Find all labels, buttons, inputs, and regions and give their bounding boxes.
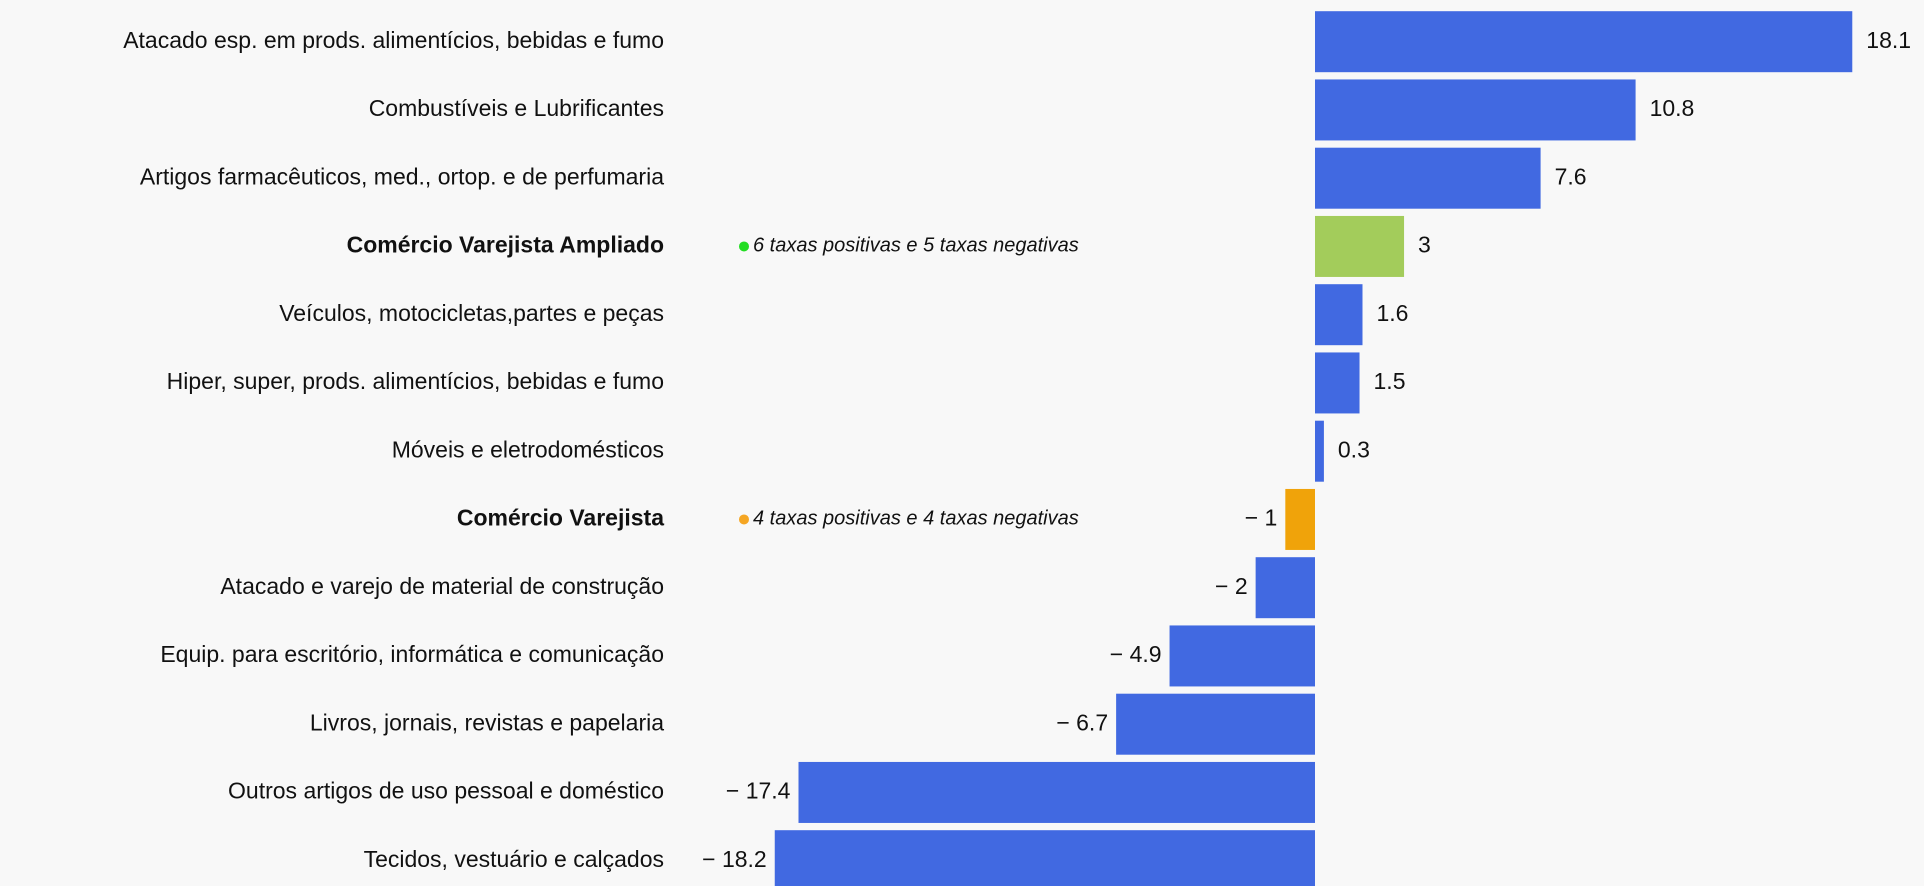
category-label: Artigos farmacêuticos, med., ortop. e de… (140, 163, 664, 189)
bar (798, 761, 1315, 823)
value-label: 3 (1418, 232, 1431, 258)
value-label: − 2 (1215, 573, 1248, 599)
value-label: 1.6 (1376, 300, 1408, 326)
bar (1315, 79, 1636, 141)
category-label: Tecidos, vestuário e calçados (364, 846, 664, 872)
note: 6 taxas positivas e 5 taxas negativas (753, 235, 1079, 257)
note: 4 taxas positivas e 4 taxas negativas (753, 508, 1079, 530)
value-label: − 6.7 (1056, 709, 1108, 735)
bar (1315, 420, 1324, 482)
category-label: Equip. para escritório, informática e co… (160, 641, 664, 667)
category-label: Combustíveis e Lubrificantes (369, 95, 664, 121)
category-label: Comércio Varejista (457, 505, 664, 531)
bar (1169, 625, 1315, 687)
bar (1315, 215, 1405, 277)
note-dot (739, 241, 749, 252)
category-label: Atacado esp. em prods. alimentícios, beb… (123, 27, 664, 53)
note-dot (739, 514, 749, 525)
bar (1315, 147, 1541, 209)
value-label: 0.3 (1338, 436, 1370, 462)
value-label: − 17.4 (726, 778, 791, 804)
value-label: − 4.9 (1110, 641, 1162, 667)
category-label: Veículos, motocicletas,partes e peças (279, 300, 664, 326)
value-label: − 18.2 (702, 846, 767, 872)
category-label: Comércio Varejista Ampliado (347, 232, 664, 258)
bar (774, 830, 1315, 886)
bar (1315, 11, 1853, 73)
category-label: Atacado e varejo de material de construç… (220, 573, 664, 599)
bar (1315, 284, 1363, 346)
bar (1315, 352, 1360, 414)
category-label: Móveis e eletrodomésticos (392, 436, 664, 462)
value-label: 1.5 (1374, 368, 1406, 394)
category-label: Hiper, super, prods. alimentícios, bebid… (167, 368, 664, 394)
bar (1255, 557, 1315, 619)
bar (1285, 488, 1315, 550)
value-label: 7.6 (1555, 163, 1587, 189)
bar (1116, 693, 1315, 755)
value-label: 10.8 (1650, 95, 1695, 121)
value-label: − 1 (1245, 505, 1278, 531)
category-label: Outros artigos de uso pessoal e doméstic… (228, 778, 664, 804)
category-label: Livros, jornais, revistas e papelaria (310, 709, 664, 735)
value-label: 18.1 (1866, 27, 1911, 53)
